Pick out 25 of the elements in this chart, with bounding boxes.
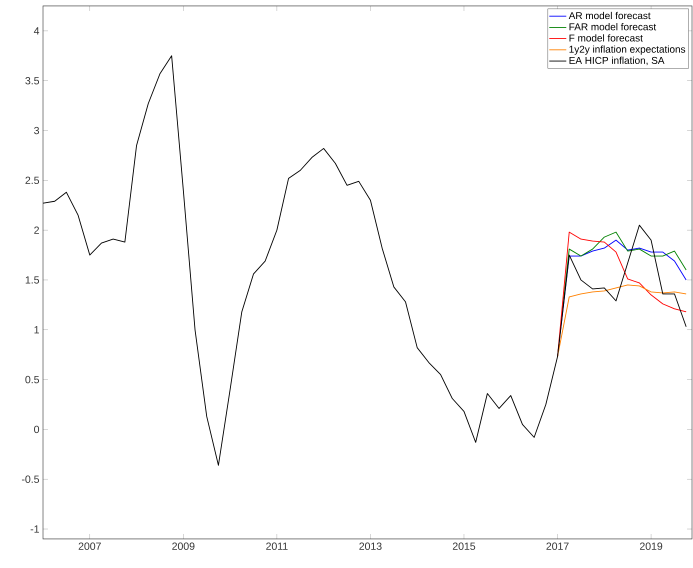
y-tick-label: 0.5 <box>25 376 40 384</box>
y-tick-label: -1 <box>30 525 39 533</box>
legend-label: EA HICP inflation, SA <box>570 56 664 66</box>
y-tick-label: 1 <box>34 326 39 334</box>
legend-label: F model forecast <box>570 34 643 42</box>
y-tick-label: 4 <box>34 27 40 34</box>
line-series <box>557 284 687 358</box>
y-tick-label: 3.5 <box>25 77 40 84</box>
legend-label: AR model forecast <box>568 12 651 20</box>
x-tick-label: 2007 <box>78 542 101 550</box>
x-tick-label: 2013 <box>359 542 382 550</box>
y-tick-label: 1.5 <box>26 276 40 284</box>
x-tick-label: 2017 <box>546 542 569 550</box>
x-tick-label: 2015 <box>452 542 476 550</box>
x-tick-label: 2011 <box>266 542 288 550</box>
y-tick-label: 2.5 <box>25 176 40 184</box>
y-tick-label: 0 <box>34 426 40 434</box>
line-series <box>43 55 687 466</box>
y-tick-label: -0.5 <box>22 476 40 483</box>
y-tick-label: 3 <box>34 126 40 134</box>
legend-label: FAR model forecast <box>570 23 656 30</box>
legend-label: 1y2y inflation expectations <box>569 45 686 55</box>
x-tick-label: 2019 <box>640 542 662 550</box>
y-tick-label: 2 <box>34 226 39 234</box>
x-tick-label: 2009 <box>172 542 194 550</box>
